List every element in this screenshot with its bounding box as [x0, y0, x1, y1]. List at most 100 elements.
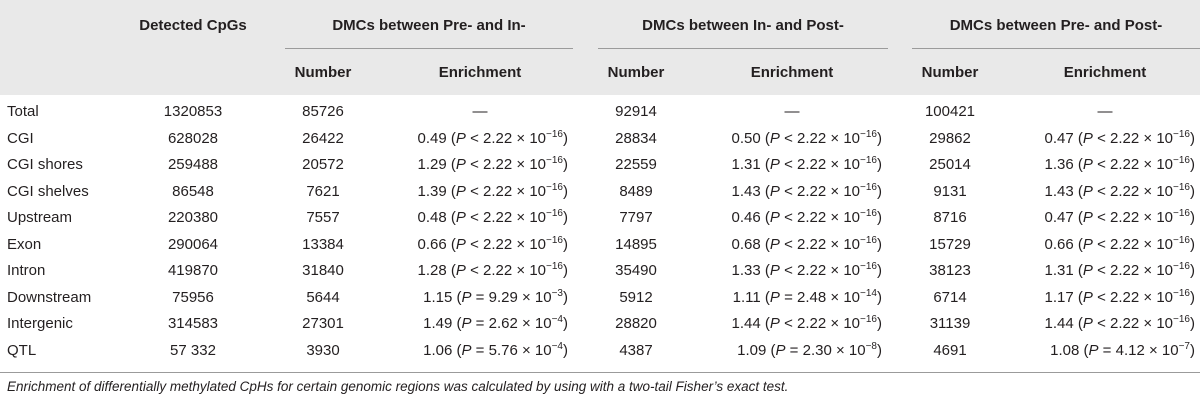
- row-detected-cpgs: 290064: [167, 235, 219, 253]
- p-value-mantissa: 2.30: [802, 341, 832, 359]
- row-dmc-number: 6714: [933, 288, 967, 306]
- header-group-pre-in: DMCs between Pre- and In-: [332, 17, 526, 34]
- p-value-mantissa: 2.22: [797, 129, 827, 147]
- p-value-exponent: −16: [546, 261, 563, 272]
- p-value-exponent: −4: [551, 314, 563, 325]
- p-value-mantissa: 2.22: [483, 262, 513, 279]
- enrichment-ratio: 1.33: [731, 262, 761, 279]
- p-value-operator: <: [470, 129, 479, 147]
- p-value-operator: <: [784, 235, 793, 253]
- p-value-operator: <: [784, 209, 793, 226]
- p-value-operator: <: [470, 262, 479, 279]
- header-enrichment: Enrichment: [1063, 64, 1147, 81]
- header-group-underline: [285, 48, 573, 49]
- p-value-operator: <: [470, 156, 479, 173]
- row-region-label: QTL: [7, 341, 37, 359]
- row-detected-cpgs: 57 332: [170, 341, 216, 359]
- p-value-exponent: −16: [860, 261, 877, 272]
- row-enrichment-value: 1.11 (P = 2.48 × 10−14): [732, 287, 882, 306]
- row-enrichment-dash: —: [472, 103, 488, 120]
- enrichment-ratio: 0.50: [731, 129, 761, 147]
- p-value-mantissa: 9.29: [488, 288, 518, 306]
- row-dmc-number: 14895: [615, 235, 657, 253]
- row-enrichment-dash: —: [784, 103, 800, 120]
- enrichment-ratio: 1.09: [737, 341, 767, 359]
- row-enrichment-value: 1.44 (P < 2.22 × 10−16): [731, 314, 882, 333]
- row-region-label: Intergenic: [7, 315, 73, 332]
- p-value-operator: <: [1097, 235, 1106, 253]
- row-enrichment-value: 1.43 (P < 2.22 × 10−16): [731, 181, 882, 200]
- p-value-exponent: −16: [1173, 208, 1190, 219]
- row-enrichment-value: 0.66 (P < 2.22 × 10−16): [417, 234, 568, 253]
- row-dmc-number: 8716: [933, 209, 967, 226]
- p-value-mantissa: 2.22: [797, 182, 827, 200]
- row-dmc-number: 31139: [929, 315, 971, 332]
- row-enrichment-value: 0.48 (P < 2.22 × 10−16): [417, 208, 568, 227]
- p-value-exponent: −16: [1173, 234, 1190, 246]
- p-value-mantissa: 4.12: [1115, 341, 1145, 359]
- row-dmc-number: 85726: [302, 103, 344, 120]
- p-value-operator: =: [1102, 341, 1112, 359]
- p-value-operator: <: [1097, 262, 1106, 279]
- row-dmc-number: 13384: [302, 235, 344, 253]
- p-value-exponent: −16: [1173, 181, 1190, 193]
- enrichment-ratio: 1.36: [1044, 156, 1074, 173]
- row-dmc-number: 22559: [615, 156, 657, 173]
- row-enrichment-dash: —: [1097, 103, 1113, 120]
- header-group-in-post: DMCs between In- and Post-: [642, 17, 844, 34]
- row-dmc-number: 7557: [306, 209, 340, 226]
- row-enrichment-value: 0.50 (P < 2.22 × 10−16): [731, 128, 882, 147]
- p-value-exponent: −16: [546, 181, 563, 193]
- p-value-exponent: −16: [546, 155, 563, 166]
- p-value-operator: <: [784, 156, 793, 173]
- p-value-exponent: −16: [860, 208, 877, 219]
- row-detected-cpgs: 75956: [172, 288, 214, 306]
- p-value-mantissa: 2.22: [1110, 288, 1140, 306]
- row-dmc-number: 4387: [619, 341, 653, 359]
- header-group-underline: [598, 48, 888, 49]
- row-dmc-number: 31840: [302, 262, 344, 279]
- row-dmc-number: 92914: [615, 103, 657, 120]
- row-enrichment-value: 1.09 (P = 2.30 × 10−8): [737, 340, 882, 359]
- p-value-mantissa: 2.22: [483, 182, 513, 200]
- row-enrichment-value: 1.29 (P < 2.22 × 10−16): [417, 155, 568, 174]
- row-detected-cpgs: 259488: [167, 156, 219, 173]
- p-value-exponent: −16: [546, 128, 563, 140]
- p-value-mantissa: 2.22: [1110, 129, 1140, 147]
- p-value-operator: <: [1097, 288, 1106, 306]
- row-enrichment-value: 1.31 (P < 2.22 × 10−16): [1044, 261, 1195, 280]
- p-value-exponent: −16: [1173, 128, 1190, 140]
- row-enrichment-value: 1.31 (P < 2.22 × 10−16): [731, 155, 882, 174]
- enrichment-ratio: 0.49: [417, 129, 447, 147]
- header-enrichment: Enrichment: [750, 64, 834, 81]
- p-value-mantissa: 2.22: [797, 262, 827, 279]
- row-region-label: Intron: [7, 262, 46, 279]
- header-detected-cpgs: Detected CpGs: [139, 17, 247, 34]
- row-dmc-number: 29862: [929, 129, 971, 147]
- row-dmc-number: 3930: [306, 341, 340, 359]
- row-dmc-number: 26422: [302, 129, 344, 147]
- p-value-exponent: −16: [860, 234, 877, 246]
- row-dmc-number: 28820: [615, 315, 657, 332]
- row-enrichment-value: 1.43 (P < 2.22 × 10−16): [1044, 181, 1195, 200]
- enrichment-ratio: 1.15: [423, 288, 453, 306]
- row-dmc-number: 27301: [302, 315, 344, 332]
- p-value-exponent: −7: [1178, 340, 1190, 352]
- row-enrichment-value: 1.06 (P = 5.76 × 10−4): [423, 340, 568, 359]
- enrichment-ratio: 1.49: [423, 315, 453, 332]
- row-dmc-number: 9131: [933, 182, 967, 200]
- row-dmc-number: 5912: [619, 288, 653, 306]
- row-dmc-number: 4691: [933, 341, 967, 359]
- p-value-operator: <: [1097, 129, 1106, 147]
- p-value-operator: =: [784, 288, 793, 306]
- row-enrichment-value: 1.39 (P < 2.22 × 10−16): [417, 181, 568, 200]
- header-group-pre-post: DMCs between Pre- and Post-: [949, 17, 1163, 34]
- enrichment-ratio: 0.66: [417, 235, 447, 253]
- p-value-operator: =: [789, 341, 799, 359]
- row-enrichment-value: 0.68 (P < 2.22 × 10−16): [731, 234, 882, 253]
- row-enrichment-value: 0.49 (P < 2.22 × 10−16): [417, 128, 568, 147]
- row-dmc-number: 7621: [306, 182, 340, 200]
- row-region-label: Upstream: [7, 209, 73, 226]
- row-enrichment-value: 0.66 (P < 2.22 × 10−16): [1044, 234, 1195, 253]
- enrichment-ratio: 1.11: [732, 288, 761, 306]
